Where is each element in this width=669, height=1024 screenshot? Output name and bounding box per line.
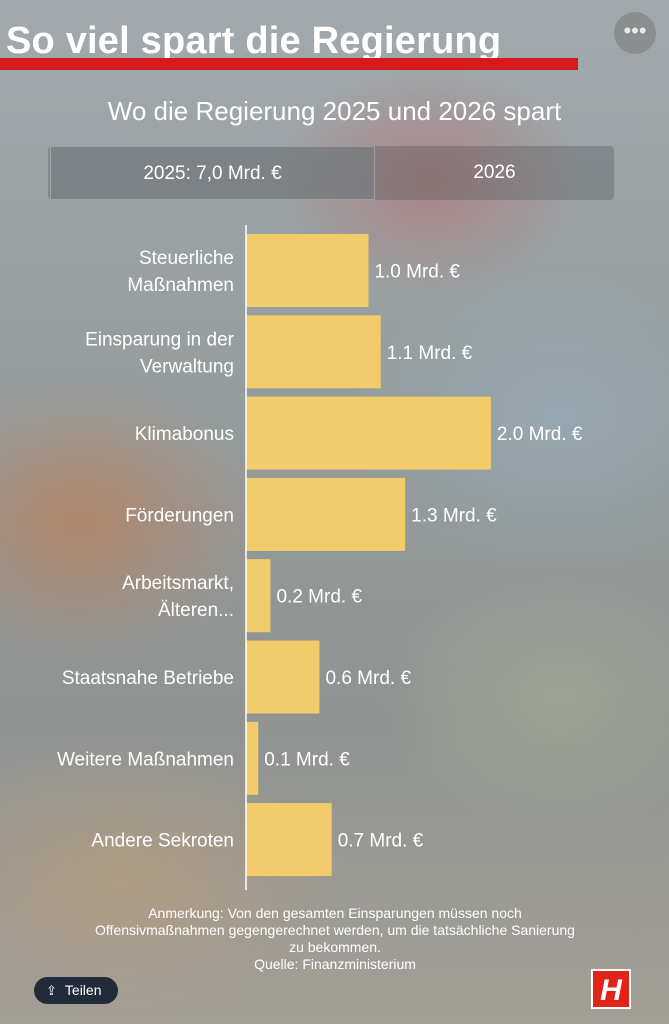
bar-chart: 1.0 Mrd. € Steuerliche Maßnahmen 1.1 Mrd. €… <box>57 225 583 890</box>
value-label: 0.2 Mrd. € <box>276 587 362 608</box>
category-label: Weitere Maßnahmen <box>57 749 234 770</box>
category-label: Andere Sekroten <box>91 831 234 852</box>
share-icon: ⇪ <box>46 983 57 998</box>
year-tabs: 2025: 7,0 Mrd. € 2026 <box>48 146 614 200</box>
more-options-button[interactable]: ••• <box>614 12 656 54</box>
bar <box>246 396 491 470</box>
share-label: Teilen <box>64 982 102 998</box>
category-label: Staatsnahe Betriebe <box>62 668 234 689</box>
category-label: Klimabonus <box>135 424 234 445</box>
category-label: Arbeitsmarkt, <box>122 573 234 594</box>
source-line: Quelle: Finanzministerium <box>254 956 416 972</box>
note-line: Anmerkung: Von den gesamten Einsparungen… <box>148 905 522 921</box>
value-label: 1.0 Mrd. € <box>374 262 460 283</box>
bar <box>246 477 406 551</box>
bar <box>246 803 332 877</box>
value-label: 1.3 Mrd. € <box>411 505 497 526</box>
tab-2025[interactable]: 2025: 7,0 Mrd. € <box>50 146 375 200</box>
tab-2026[interactable]: 2026 <box>473 162 516 183</box>
share-button[interactable]: ⇪ Teilen <box>34 977 118 1004</box>
category-label: Maßnahmen <box>127 275 234 296</box>
category-label: Förderungen <box>125 505 234 526</box>
value-label: 2.0 Mrd. € <box>497 424 583 445</box>
chart-title: Wo die Regierung 2025 und 2026 spart <box>107 96 562 126</box>
value-label: 1.1 Mrd. € <box>387 343 473 364</box>
bar <box>246 234 369 307</box>
value-label: 0.1 Mrd. € <box>264 749 350 770</box>
footnote: Anmerkung: Von den gesamten Einsparungen… <box>60 905 610 973</box>
more-dots-icon: ••• <box>623 18 647 43</box>
bar <box>246 315 381 389</box>
value-label: 0.7 Mrd. € <box>338 831 424 852</box>
category-label: Älteren... <box>158 600 234 621</box>
brand-logo: H <box>591 969 631 1009</box>
note-line: Offensivmaßnahmen gegengerechnet werden,… <box>95 922 575 938</box>
bar <box>246 640 320 714</box>
value-label: 0.6 Mrd. € <box>325 668 411 689</box>
category-label: Verwaltung <box>140 356 234 377</box>
bar <box>246 721 259 795</box>
category-label: Steuerliche <box>139 248 234 269</box>
headline-underline <box>0 58 578 70</box>
bar <box>246 559 271 633</box>
category-label: Einsparung in der <box>85 329 235 350</box>
note-line: zu bekommen. <box>289 939 381 955</box>
headline: So viel spart die Regierung <box>6 20 502 62</box>
